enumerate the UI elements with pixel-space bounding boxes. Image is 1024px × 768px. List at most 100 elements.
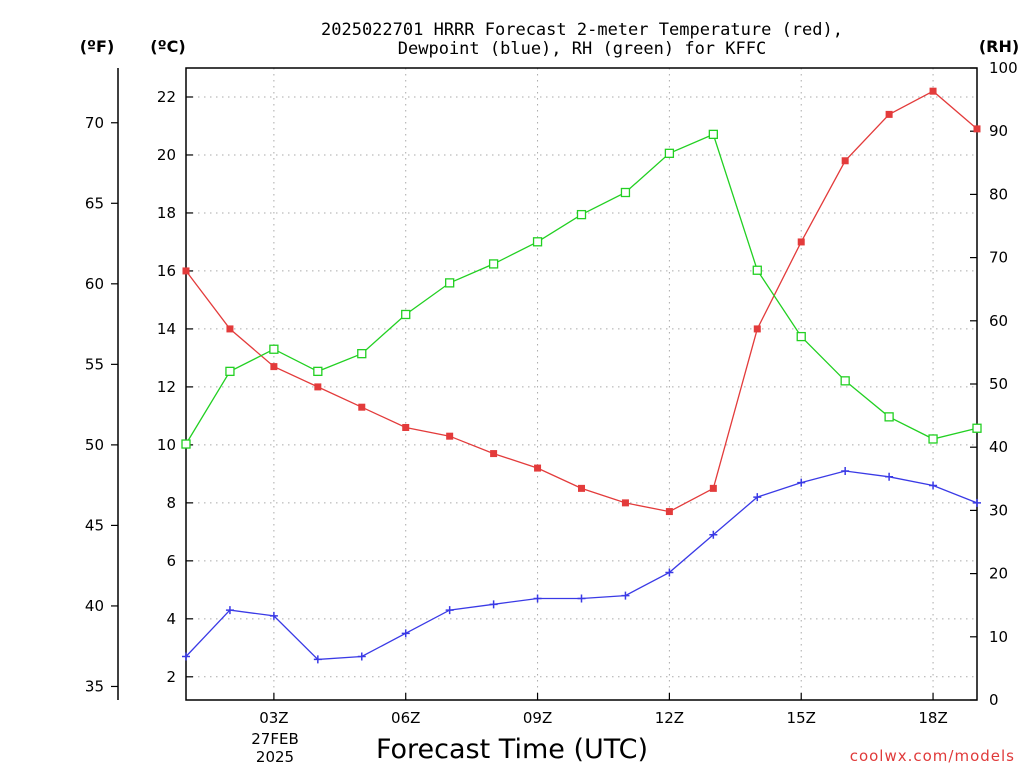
rh-point xyxy=(752,265,762,275)
temperature-point xyxy=(358,403,366,411)
rh-tick-label: 90 xyxy=(989,122,1008,140)
rh-tick-label: 70 xyxy=(989,249,1008,267)
dewpoint-point xyxy=(665,568,674,577)
temperature-point xyxy=(446,432,454,440)
rh-point xyxy=(576,209,587,220)
rh-unit-label: (RH) xyxy=(979,37,1019,56)
fahrenheit-axis: 35 40 45 50 55 60 65 70 xyxy=(85,114,118,695)
celsius-tick-label: 16 xyxy=(157,262,176,280)
fahrenheit-unit-label: (ºF) xyxy=(80,37,115,56)
celsius-tick-label: 10 xyxy=(157,436,176,454)
rh-point xyxy=(401,309,411,320)
celsius-tick-label: 18 xyxy=(157,204,176,222)
dewpoint-point xyxy=(577,594,586,603)
rh-point xyxy=(972,423,982,433)
dewpoint-point xyxy=(357,652,366,661)
celsius-unit-label: (ºC) xyxy=(150,37,185,56)
rh-tick-label: 20 xyxy=(989,565,1008,583)
dewpoint-point xyxy=(973,498,981,507)
temperature-point xyxy=(621,499,629,507)
dewpoint-point xyxy=(445,606,454,615)
dewpoint-point xyxy=(225,606,234,615)
dewpoint-line xyxy=(185,470,978,661)
fahrenheit-tick-label: 60 xyxy=(85,275,104,293)
fahrenheit-tick-label: 65 xyxy=(85,194,104,212)
temperature-point xyxy=(885,110,893,118)
fahrenheit-tick-label: 40 xyxy=(85,597,104,615)
dewpoint-series xyxy=(182,466,981,664)
dewpoint-point xyxy=(313,655,322,664)
rh-point xyxy=(708,129,718,140)
rh-point xyxy=(884,412,894,422)
rh-point xyxy=(620,187,631,198)
rh-tick-label: 0 xyxy=(989,691,999,709)
chart-title-line-1: 2025022701 HRRR Forecast 2-meter Tempera… xyxy=(321,20,843,40)
dewpoint-point xyxy=(401,629,410,638)
series-layer xyxy=(181,87,982,664)
source-credit: coolwx.com/models xyxy=(850,747,1015,765)
temperature-point xyxy=(490,450,498,458)
temperature-line xyxy=(185,90,978,513)
temperature-point xyxy=(270,363,278,371)
temperature-point xyxy=(578,484,585,492)
celsius-tick-label: 8 xyxy=(166,494,176,512)
rh-point xyxy=(181,439,191,449)
rh-point xyxy=(664,148,675,158)
celsius-tick-label: 6 xyxy=(166,552,176,570)
rh-tick-label: 60 xyxy=(989,312,1008,330)
grid-lines xyxy=(186,68,977,700)
dewpoint-point xyxy=(533,594,542,603)
temperature-point xyxy=(402,423,410,431)
celsius-tick-label: 2 xyxy=(166,668,176,686)
celsius-axis: 2 4 6 8 10 12 14 16 18 20 22 xyxy=(157,88,193,686)
rh-point xyxy=(840,376,850,386)
x-tick-label: 15Z xyxy=(787,709,816,727)
temperature-series xyxy=(182,87,981,516)
temperature-point xyxy=(797,238,805,246)
dewpoint-point xyxy=(753,493,762,502)
chart-title-line-2: Dewpoint (blue), RH (green) for KFFC xyxy=(398,39,766,59)
x-axis: 03Z 06Z 09Z 12Z 15Z 18Z xyxy=(259,693,948,727)
dewpoint-point xyxy=(489,600,498,609)
date-label-year: 2025 xyxy=(256,748,294,766)
rh-series xyxy=(181,129,982,449)
fahrenheit-tick-label: 70 xyxy=(85,114,104,132)
rh-tick-label: 100 xyxy=(989,59,1018,77)
rh-point xyxy=(357,349,367,359)
rh-tick-label: 30 xyxy=(989,501,1008,519)
temperature-point xyxy=(929,87,937,95)
celsius-tick-label: 20 xyxy=(157,146,176,164)
dewpoint-point xyxy=(709,530,718,539)
plot-frame xyxy=(185,67,978,701)
celsius-tick-label: 14 xyxy=(157,320,176,338)
temperature-point xyxy=(314,383,322,391)
celsius-tick-label: 4 xyxy=(166,610,176,628)
celsius-tick-label: 22 xyxy=(157,88,176,106)
rh-tick-label: 50 xyxy=(989,375,1008,393)
rh-point xyxy=(225,366,235,377)
temperature-point xyxy=(665,508,673,516)
rh-point xyxy=(796,331,806,342)
dewpoint-point xyxy=(182,652,190,661)
temperature-point xyxy=(182,267,190,275)
dewpoint-point xyxy=(269,611,278,620)
temperature-point xyxy=(709,484,717,492)
rh-point xyxy=(928,434,938,444)
fahrenheit-tick-label: 55 xyxy=(85,355,104,373)
x-tick-label: 06Z xyxy=(391,709,420,727)
dewpoint-point xyxy=(885,472,894,481)
date-label-day: 27FEB xyxy=(251,730,298,748)
dewpoint-point xyxy=(621,591,630,600)
x-tick-label: 18Z xyxy=(918,709,947,727)
temperature-point xyxy=(753,325,761,333)
x-axis-label: Forecast Time (UTC) xyxy=(376,734,648,765)
dewpoint-point xyxy=(797,478,806,487)
fahrenheit-tick-label: 50 xyxy=(85,436,104,454)
x-tick-label: 09Z xyxy=(523,709,552,727)
x-tick-label: 03Z xyxy=(259,709,288,727)
dewpoint-point xyxy=(929,481,938,490)
rh-point xyxy=(488,259,499,269)
temperature-point xyxy=(841,157,849,165)
dewpoint-point xyxy=(841,466,850,475)
